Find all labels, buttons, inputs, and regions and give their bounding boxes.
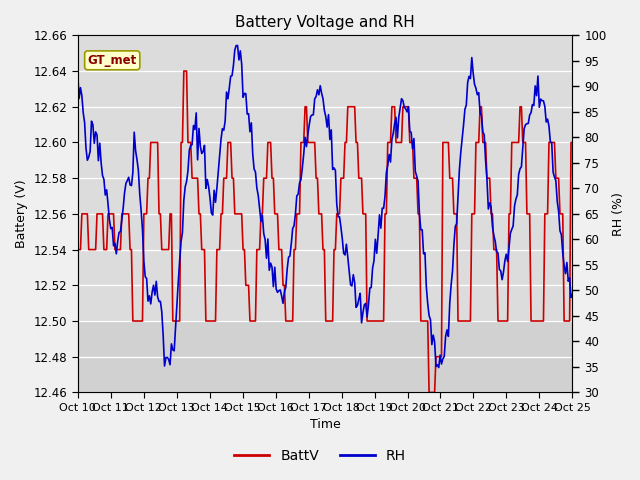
X-axis label: Time: Time: [310, 419, 340, 432]
Y-axis label: Battery (V): Battery (V): [15, 180, 28, 248]
Text: GT_met: GT_met: [88, 54, 137, 67]
Y-axis label: RH (%): RH (%): [612, 192, 625, 236]
Title: Battery Voltage and RH: Battery Voltage and RH: [235, 15, 415, 30]
Bar: [77, 321, 572, 393]
Legend: BattV, RH: BattV, RH: [229, 443, 411, 468]
